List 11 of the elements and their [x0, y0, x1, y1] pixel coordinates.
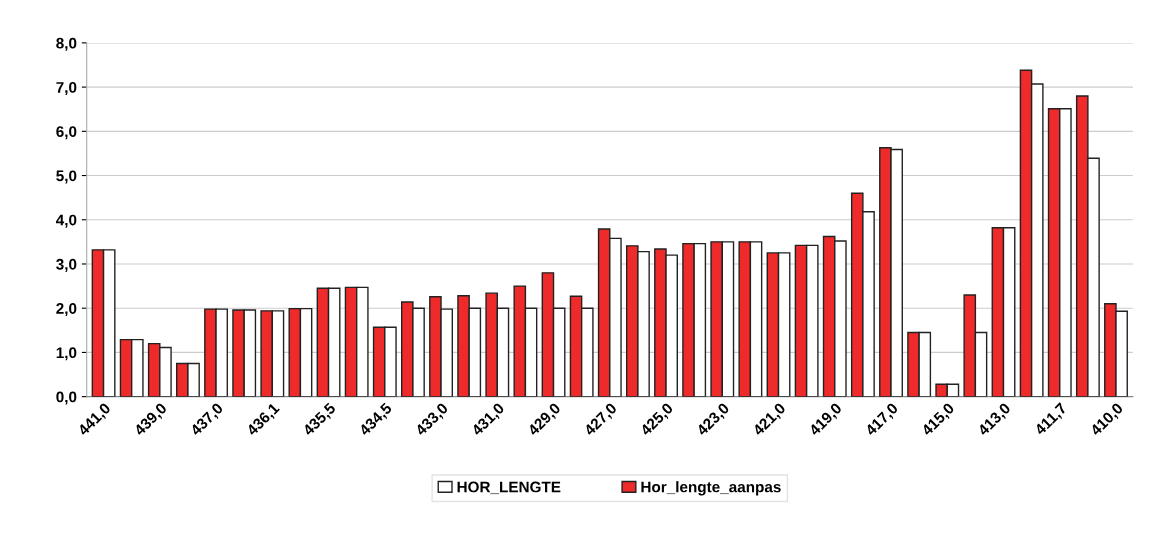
legend-label: HOR_LENGTE: [457, 481, 561, 495]
legend-label: Hor_lengte_aanpas: [641, 481, 781, 496]
y-tick-label: 4,0: [55, 214, 77, 228]
y-tick-label: 6,0: [56, 126, 77, 140]
y-tick-label: 2,0: [56, 303, 77, 317]
y-tick-label: 1,0: [56, 347, 77, 361]
y-tick-label: 5,0: [56, 170, 77, 184]
y-tick-label: 3,0: [56, 258, 77, 272]
y-tick-label: 0,0: [56, 391, 77, 405]
y-tick-label: 8,0: [56, 37, 77, 51]
y-tick-label: 7,0: [56, 81, 77, 95]
